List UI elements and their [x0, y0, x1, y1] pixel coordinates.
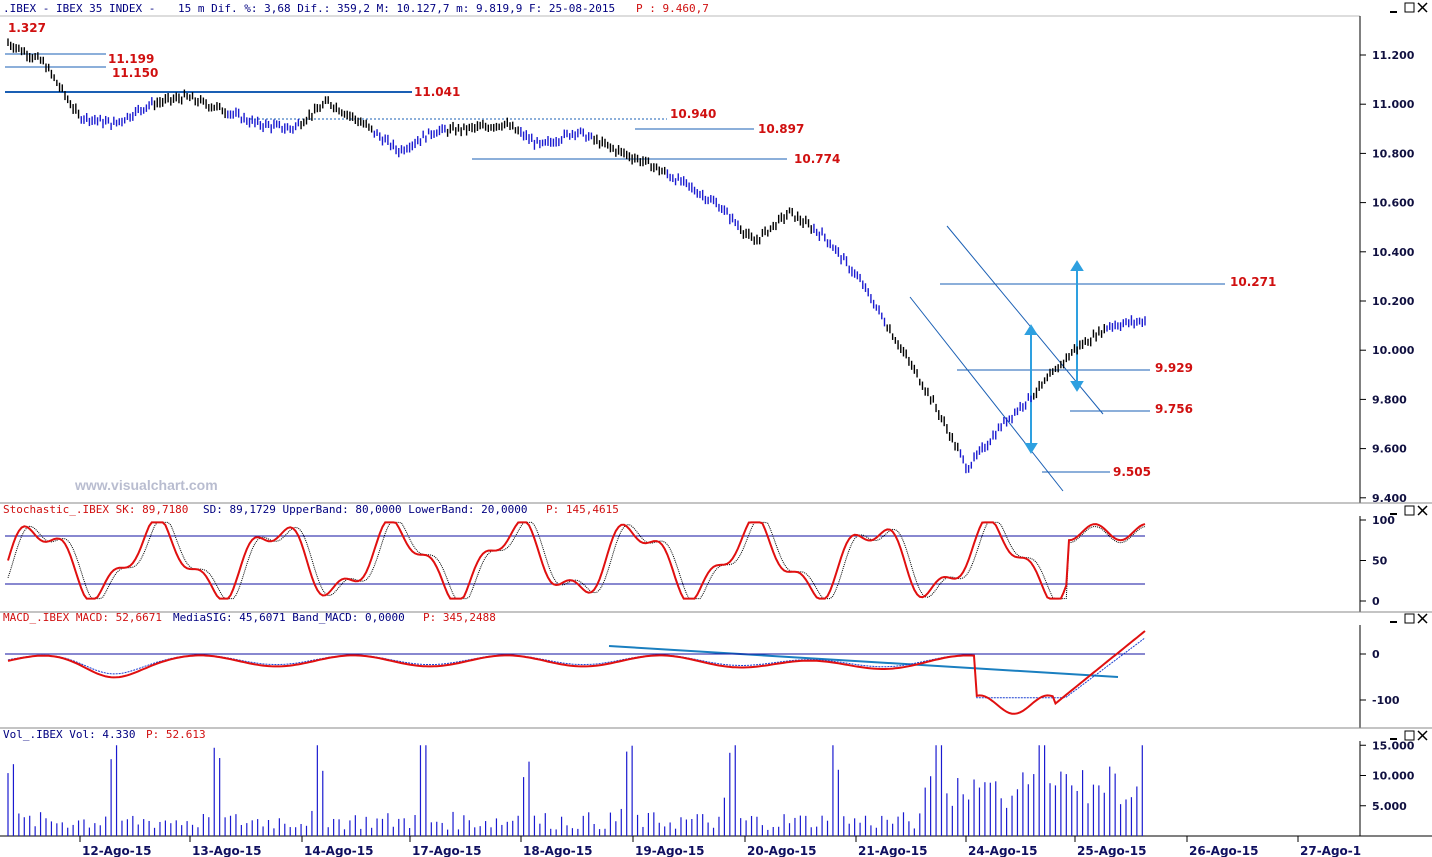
stochastic-info: SD: 89,1729 UpperBand: 80,0000 LowerBand… — [203, 503, 528, 516]
volume-p: P: 52.613 — [146, 728, 206, 741]
price-tick-label: 9.600 — [1372, 443, 1407, 456]
price-series — [7, 38, 1146, 474]
date-label: 19-Ago-15 — [635, 844, 704, 857]
date-label: 27-Ago-1 — [1300, 844, 1361, 857]
volume-tick-label: 5.000 — [1372, 800, 1407, 813]
macd-info: MediaSIG: 45,6071 Band_MACD: 0,0000 — [173, 611, 405, 624]
date-label: 25-Ago-15 — [1077, 844, 1146, 857]
price-tick-label: 10.400 — [1372, 246, 1415, 259]
watermark: www.visualchart.com — [74, 477, 218, 493]
macd-tick-label: 0 — [1372, 648, 1380, 661]
stochastic-sk-line — [7, 521, 1146, 600]
price-tick-label: 11.000 — [1372, 98, 1415, 111]
window-controls-main[interactable] — [1390, 2, 1428, 13]
level-label-h: 10.271 — [1230, 275, 1276, 289]
date-label: 12-Ago-15 — [82, 844, 151, 857]
price-tick-label: 10.800 — [1372, 147, 1415, 160]
stochastic-tick-label: 100 — [1372, 514, 1395, 527]
date-axis: 12-Ago-15 13-Ago-15 14-Ago-15 17-Ago-15 18-A… — [79, 836, 1361, 857]
level-label-g: 10.774 — [794, 152, 840, 166]
stochastic-sd-line — [7, 521, 1146, 600]
header-stats: 15 m Dif. %: 3,68 Dif.: 359,2 M: 10.127,… — [178, 2, 615, 15]
close-icon[interactable] — [1417, 730, 1428, 741]
stochastic-p: P: 145,4615 — [546, 503, 619, 516]
date-label: 20-Ago-15 — [747, 844, 816, 857]
restore-icon[interactable] — [1404, 613, 1415, 624]
restore-icon[interactable] — [1404, 505, 1415, 516]
level-label-c: 11.150 — [112, 66, 158, 80]
close-icon[interactable] — [1417, 505, 1428, 516]
restore-icon[interactable] — [1404, 730, 1415, 741]
price-tick-label: 9.400 — [1372, 492, 1407, 505]
date-label: 13-Ago-15 — [192, 844, 261, 857]
date-label: 17-Ago-15 — [412, 844, 481, 857]
level-label-i: 9.929 — [1155, 361, 1193, 375]
date-label: 14-Ago-15 — [304, 844, 373, 857]
restore-icon[interactable] — [1404, 2, 1415, 13]
macd-tick-label: -100 — [1372, 694, 1400, 707]
window-controls-volume[interactable] — [1390, 730, 1428, 741]
window-controls-macd[interactable] — [1390, 613, 1428, 624]
price-tick-label: 11.200 — [1372, 49, 1415, 62]
level-label-b: 11.199 — [108, 52, 154, 66]
price-tick-label: 10.000 — [1372, 344, 1415, 357]
header-symbol: .IBEX - IBEX 35 INDEX - — [3, 2, 155, 15]
level-label-d: 11.041 — [414, 85, 460, 99]
price-axis: 11.200 11.000 10.800 10.600 10.400 10.200 10.0… — [1360, 49, 1415, 505]
price-tick-label: 10.200 — [1372, 295, 1415, 308]
volume-axis: 15.000 10.000 5.000 — [1360, 739, 1415, 813]
header-price: P : 9.460,7 — [636, 2, 709, 15]
macd-axis: 0 -100 — [1360, 648, 1400, 707]
volume-tick-label: 10.000 — [1372, 770, 1415, 783]
close-icon[interactable] — [1417, 613, 1428, 624]
price-tick-label: 10.600 — [1372, 197, 1415, 210]
stochastic-axis: 100 50 0 — [1360, 514, 1395, 608]
price-tick-label: 9.800 — [1372, 393, 1407, 406]
window-controls-stochastic[interactable] — [1390, 505, 1428, 516]
volume-tick-label: 15.000 — [1372, 739, 1415, 752]
date-label: 18-Ago-15 — [523, 844, 592, 857]
macd-p: P: 345,2488 — [423, 611, 496, 624]
level-label-k: 9.505 — [1113, 465, 1151, 479]
measure-arrows — [1024, 260, 1084, 454]
stochastic-tick-label: 50 — [1372, 555, 1388, 568]
macd-title: MACD_.IBEX MACD: 52,6671 — [3, 611, 162, 624]
volume-title: Vol_.IBEX Vol: 4.330 — [3, 728, 135, 741]
stochastic-tick-label: 0 — [1372, 595, 1380, 608]
volume-bars — [7, 745, 1143, 836]
level-label-f: 10.897 — [758, 122, 804, 136]
date-label: 21-Ago-15 — [858, 844, 927, 857]
macd-line — [7, 630, 1146, 715]
date-label: 24-Ago-15 — [968, 844, 1037, 857]
level-label-j: 9.756 — [1155, 402, 1193, 416]
stochastic-title: Stochastic_.IBEX SK: 89,7180 — [3, 503, 188, 516]
date-label: 26-Ago-15 — [1189, 844, 1258, 857]
level-label-a: 1.327 — [8, 21, 46, 35]
close-icon[interactable] — [1417, 2, 1428, 13]
level-label-e: 10.940 — [670, 107, 716, 121]
